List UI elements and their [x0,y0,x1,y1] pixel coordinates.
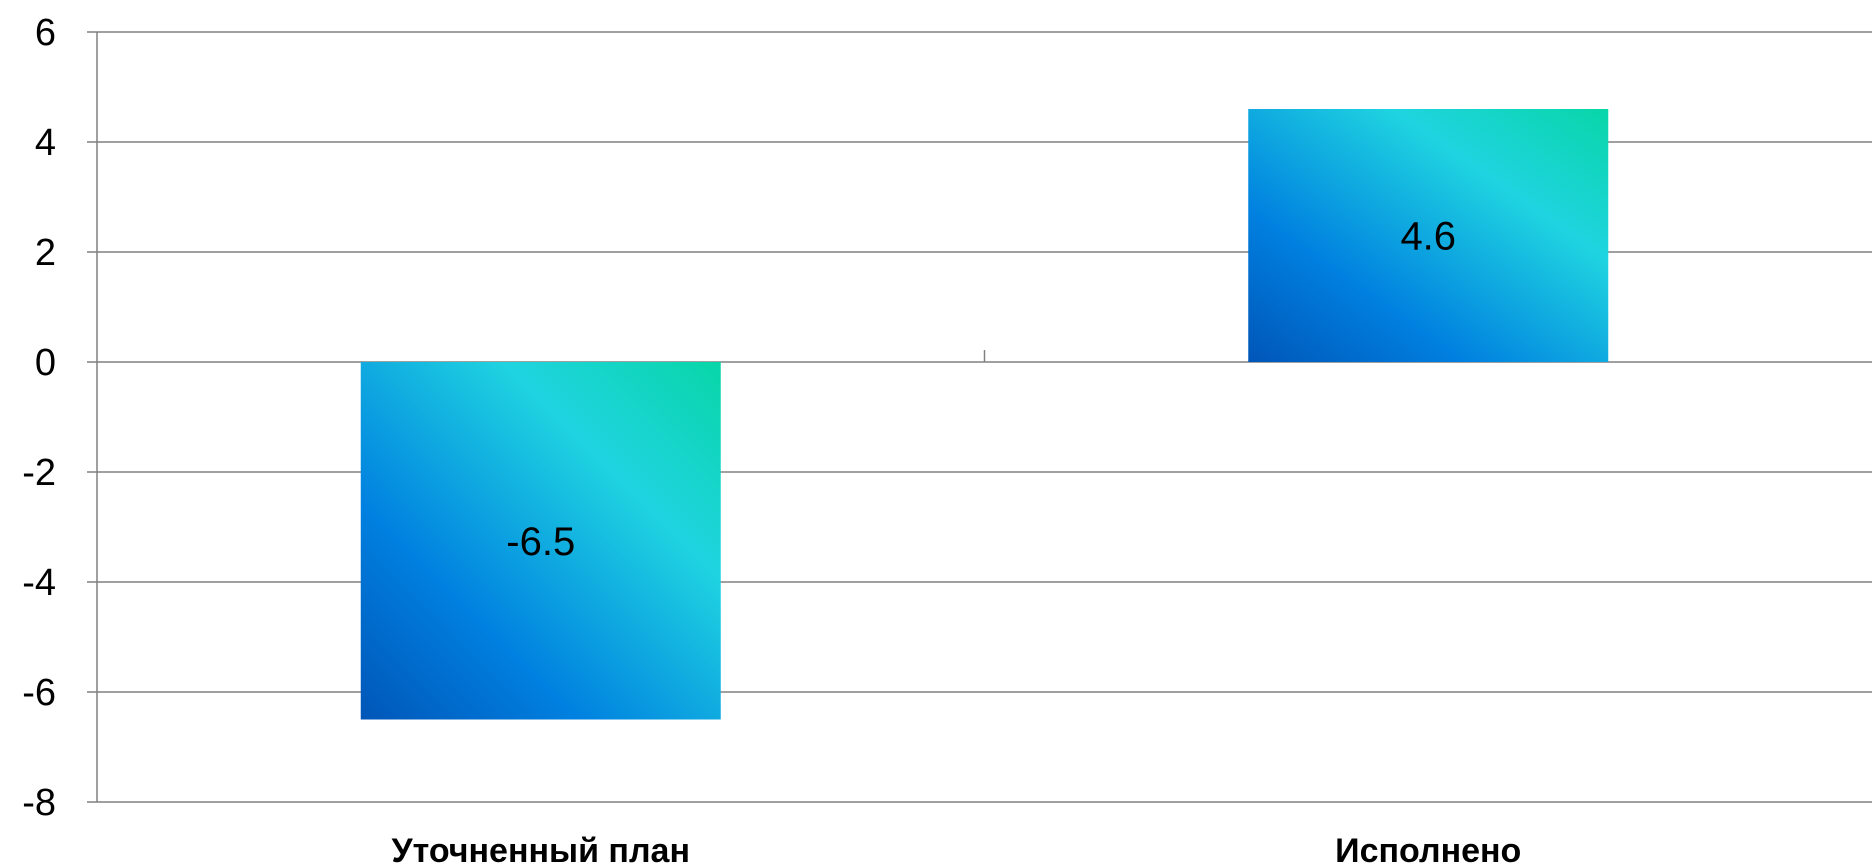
y-tick-label: 4 [35,122,56,164]
y-tick-label: -4 [22,562,56,604]
bar [1248,109,1609,362]
bars [360,109,1609,720]
y-tick-label: 6 [35,12,56,54]
y-tick-label: -6 [22,672,56,714]
x-category-label: Уточненный план [392,832,691,868]
y-tick-label: -2 [22,452,56,494]
x-category-label: Исполнено [1335,832,1521,868]
bar [360,362,721,720]
labels: 6 4 2 0 -2 -4 -6 -8 -6.5 Уточненный план 4.6 Исполн… [22,12,1521,868]
y-tick-label: 0 [35,342,56,384]
data-label: 4.6 [1400,215,1456,259]
y-tick-label: -8 [22,782,56,824]
data-label: -6.5 [506,520,575,564]
axes [96,32,986,802]
y-tick-label: 2 [35,232,56,274]
